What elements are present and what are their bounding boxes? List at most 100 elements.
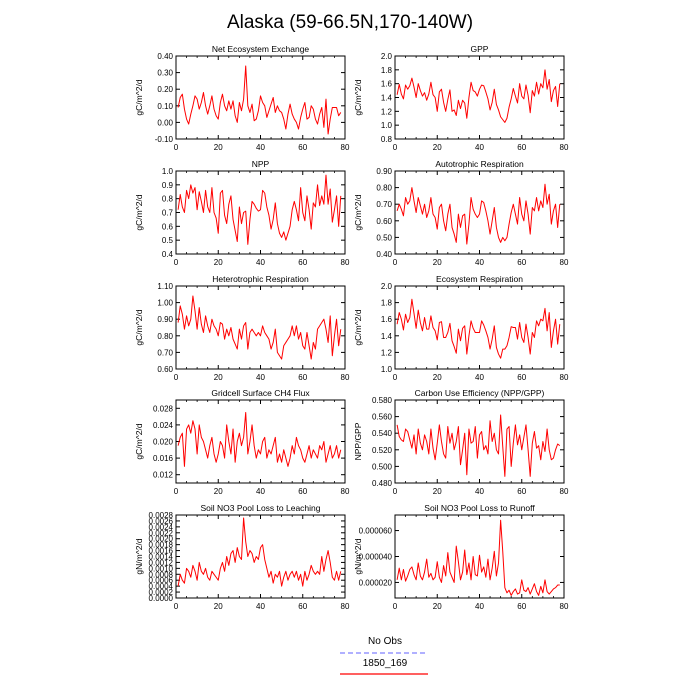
x-tick-label: 0 [174,373,179,382]
y-tick-label: 0.0004 [149,582,174,591]
y-axis-label: gN/m^2/d [134,538,144,574]
x-tick-label: 80 [341,258,350,267]
y-tick-label: 0.540 [372,429,393,438]
x-tick-label: 0 [393,143,398,152]
y-tick-label: 0.000040 [359,553,393,562]
x-tick-label: 20 [214,258,223,267]
x-tick-label: 0 [174,143,179,152]
y-tick-label: 0.90 [376,167,392,176]
y-tick-label: 2.0 [381,282,393,291]
y-tick-label: 1.4 [381,332,393,341]
y-tick-label: 0.40 [157,52,173,61]
y-tick-label: 0.0012 [149,558,174,567]
series-line [177,517,342,587]
y-tick-label: 0.8 [381,135,393,144]
y-tick-label: 1.0 [381,365,393,374]
x-tick-label: 40 [256,602,265,611]
x-tick-label: 40 [256,487,265,496]
y-tick-label: 0.70 [157,348,173,357]
series-line [177,174,342,245]
y-axis-label: gC/m^2/d [353,79,363,115]
y-tick-label: 0.80 [376,184,392,193]
y-tick-label: 0.10 [157,102,173,111]
panel-0: Net Ecosystem Exchange gC/m^2/d -0.10 0.00 0… [134,44,350,152]
panel-title: Heterotrophic Respiration [212,274,309,284]
x-tick-label: 0 [393,373,398,382]
series-line [396,183,561,245]
y-axis-label: NPP/GPP [353,422,363,460]
x-tick-label: 60 [517,373,526,382]
x-tick-label: 40 [475,143,484,152]
series-line [177,411,342,467]
panel-1: GPP gC/m^2/d 0.8 1.0 1.2 1.4 1.6 1.8 2.0 0 20 40 60 8… [353,44,569,152]
x-tick-label: 60 [517,487,526,496]
y-tick-label: 0.0006 [149,576,174,585]
x-tick-label: 40 [475,373,484,382]
y-tick-label: 0.20 [157,85,173,94]
y-tick-label: 1.8 [381,299,393,308]
x-tick-label: 20 [214,602,223,611]
panel-7: Carbon Use Efficiency (NPP/GPP) NPP/GPP 0.… [353,388,569,496]
y-tick-label: 0.024 [153,421,174,430]
figure-title: Alaska (59-66.5N,170-140W) [227,12,473,33]
x-tick-label: 20 [433,258,442,267]
x-tick-label: 0 [393,602,398,611]
x-tick-label: 20 [433,487,442,496]
y-axis-label: gC/m^2/d [353,309,363,345]
y-tick-label: 0.016 [153,454,174,463]
panel-title: Ecosystem Respiration [436,274,523,284]
y-tick-label: 1.6 [381,80,393,89]
x-tick-label: 80 [341,487,350,496]
panel-title: Gridcell Surface CH4 Flux [211,388,310,398]
panel-title: Net Ecosystem Exchange [212,44,310,54]
y-tick-label: 0.60 [157,365,173,374]
x-tick-label: 60 [298,258,307,267]
series-line [396,298,561,359]
x-tick-label: 80 [560,373,569,382]
x-tick-label: 20 [214,487,223,496]
legend: No Obs 1850_169 [340,636,428,675]
y-tick-label: 0.0014 [149,553,174,562]
y-tick-label: 0.0016 [149,547,174,556]
panel-3: Autotrophic Respiration gC/m^2/d 0.40 0.50 0… [353,159,569,267]
legend-label-no-obs: No Obs [368,636,402,647]
x-tick-label: 0 [174,487,179,496]
y-tick-label: 1.0 [162,167,174,176]
x-tick-label: 60 [517,602,526,611]
x-tick-label: 20 [433,602,442,611]
y-tick-label: 0.000060 [359,527,393,536]
x-tick-label: 60 [298,602,307,611]
x-tick-label: 80 [341,373,350,382]
y-tick-label: 0.500 [372,462,393,471]
y-tick-label: 0.012 [153,471,174,480]
y-tick-label: 0.30 [157,69,173,78]
x-tick-label: 20 [214,143,223,152]
panel-2: NPP gC/m^2/d 0.4 0.5 0.6 0.7 0.8 0.9 1.0 0 20 40 60 8… [134,159,350,267]
y-axis-label: gC/m^2/d [134,194,144,230]
x-tick-label: 40 [475,487,484,496]
y-tick-label: 0.0026 [149,517,174,526]
x-tick-label: 0 [393,258,398,267]
panel-8: Soil NO3 Pool Loss to Leaching gN/m^2/d 0.… [134,503,350,611]
y-tick-label: 0.0008 [149,570,174,579]
panel-9: Soil NO3 Pool Loss to RunoffgN/m^2/d0.00… [353,503,569,611]
y-tick-label: 0.5 [162,236,174,245]
x-tick-label: 40 [475,602,484,611]
y-tick-label: 0.9 [162,181,174,190]
y-tick-label: 0.60 [376,217,392,226]
y-tick-label: 0.00 [157,118,173,127]
series-line [396,414,561,477]
series-line [177,295,342,360]
x-tick-label: 40 [256,143,265,152]
x-tick-label: 40 [256,373,265,382]
y-tick-label: 0.0022 [149,529,174,538]
series-line [396,519,560,596]
y-tick-label: 1.4 [381,94,393,103]
y-tick-label: 0.580 [372,396,393,405]
y-axis-label: gC/m^2/d [134,79,144,115]
y-tick-label: 0.028 [153,404,174,413]
y-tick-label: 0.020 [153,438,174,447]
y-axis-label: gC/m^2/d [134,309,144,345]
y-tick-label: -0.10 [155,135,174,144]
